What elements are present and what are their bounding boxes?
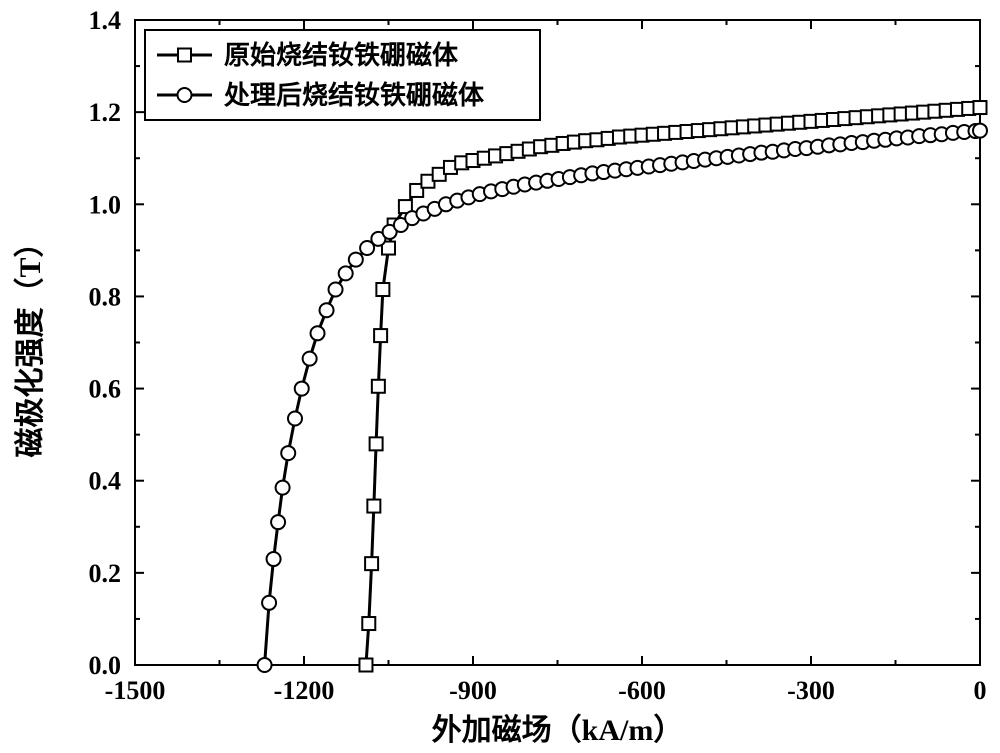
svg-text:0: 0 [974, 676, 987, 705]
svg-text:0.0: 0.0 [89, 651, 122, 680]
legend-item-label: 原始烧结钕铁硼磁体 [224, 40, 459, 70]
svg-text:0.2: 0.2 [89, 559, 122, 588]
svg-text:-600: -600 [618, 676, 666, 705]
x-axis-label: 外加磁场（kA/m） [432, 713, 684, 747]
svg-text:0.6: 0.6 [89, 375, 122, 404]
y-axis-label: 磁极化强度（T） [13, 227, 47, 457]
svg-text:1.4: 1.4 [89, 6, 122, 35]
demagnetization-chart: -1500 -1200 -900 -600 -300 0 0.0 0.2 0.4 0.6 0.8 1.… [0, 0, 1000, 753]
svg-text:0.4: 0.4 [89, 467, 122, 496]
legend-item-label: 处理后烧结钕铁硼磁体 [223, 80, 485, 110]
svg-text:1.2: 1.2 [89, 98, 122, 127]
legend: 原始烧结钕铁硼磁体处理后烧结钕铁硼磁体 [145, 30, 540, 120]
svg-text:0.8: 0.8 [89, 282, 122, 311]
svg-text:-1500: -1500 [105, 676, 166, 705]
svg-text:-1200: -1200 [274, 676, 335, 705]
svg-text:-900: -900 [449, 676, 497, 705]
svg-text:1.0: 1.0 [89, 190, 122, 219]
svg-text:-300: -300 [787, 676, 835, 705]
